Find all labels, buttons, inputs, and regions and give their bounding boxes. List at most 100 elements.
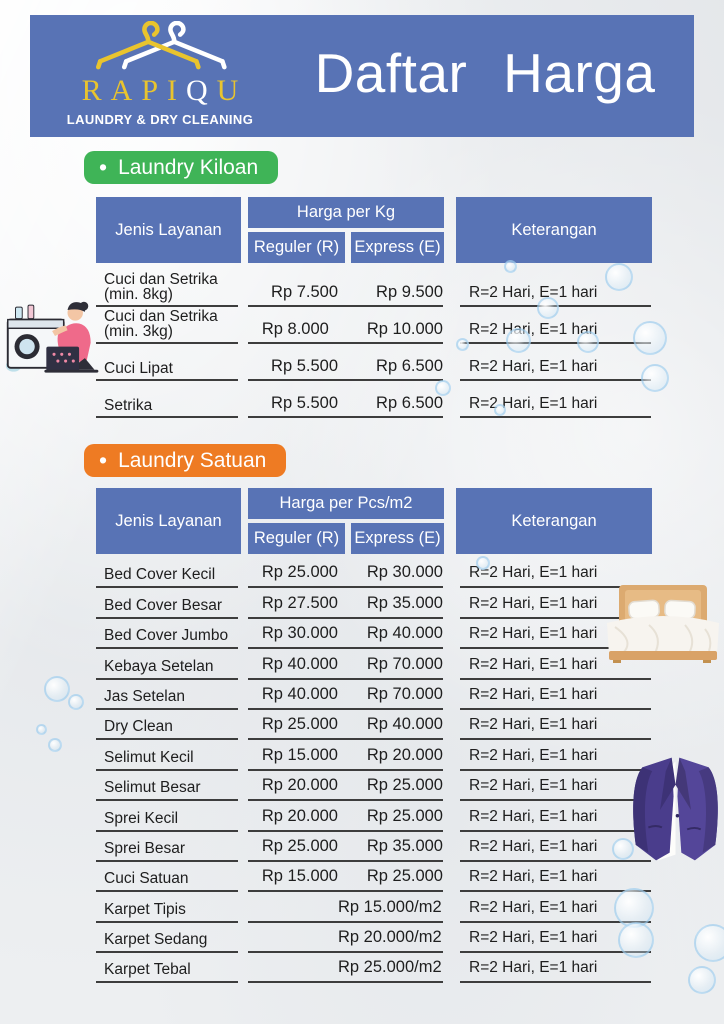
price-express: Rp 10.000: [366, 320, 443, 338]
row-notes: R=2 Hari, E=1 hari: [460, 270, 651, 307]
service-name: Kebaya Setelan: [104, 657, 214, 675]
satuan-table-header: Jenis Layanan Harga per Pcs/m2 Reguler (…: [96, 488, 652, 554]
price-express: Rp 35.000: [366, 836, 443, 855]
section-badge-label: Laundry Kiloan: [118, 155, 259, 179]
table-row: Sprei Kecil Rp 20.000 Rp 25.000 R=2 Hari,…: [96, 801, 652, 832]
brand-logo: RAPIQU LAUNDRY & DRY CLEANING: [40, 17, 280, 127]
service-name: Karpet Tebal: [104, 961, 191, 979]
column-header-regular: Reguler (R): [248, 523, 345, 554]
row-notes: R=2 Hari, E=1 hari: [460, 710, 651, 741]
price-regular: Rp 5.500: [271, 357, 338, 375]
service-sub: (min. 3kg): [104, 323, 173, 340]
price-express: Rp 40.000: [366, 624, 443, 643]
table-row: Cuci dan Setrika (min. 8kg) Rp 7.500 Rp 9.…: [96, 270, 652, 307]
service-name: Setrika: [104, 397, 153, 414]
price-express: Rp 25.000: [366, 806, 443, 825]
laundry-woman-illustration: [5, 301, 99, 373]
service-sub: (min. 8kg): [104, 286, 173, 303]
price-regular: Rp 25.000/m2: [338, 958, 442, 977]
service-name: Cuci dan Setrika: [104, 308, 218, 325]
price-express: Rp 6.500: [376, 357, 443, 375]
page-title: Daftar Harga: [314, 42, 656, 104]
table-row: Setrika Rp 5.500 Rp 6.500 R=2 Hari, E=1 h…: [96, 381, 652, 418]
service-name: Jas Setelan: [104, 687, 185, 705]
section-badge-label: Laundry Satuan: [118, 448, 267, 472]
price-regular: Rp 25.000: [261, 715, 338, 734]
table-row: Dry Clean Rp 25.000 Rp 40.000 R=2 Hari, E…: [96, 710, 652, 741]
service-name: Sprei Besar: [104, 839, 185, 857]
price-express: Rp 70.000: [366, 654, 443, 673]
brand-name-q: Q: [186, 74, 217, 107]
price-regular: Rp 30.000: [261, 624, 338, 643]
price-express: Rp 20.000: [366, 745, 443, 764]
service-name: Karpet Sedang: [104, 931, 208, 949]
column-header-price-group: Harga per Pcs/m2: [248, 488, 444, 519]
column-header-service: Jenis Layanan: [96, 488, 241, 554]
bubble-icon: [694, 924, 724, 962]
table-row: Selimut Kecil Rp 15.000 Rp 20.000 R=2 Har…: [96, 740, 652, 771]
bubble-icon: [688, 966, 716, 994]
table-row: Kebaya Setelan Rp 40.000 Rp 70.000 R=2 Ha…: [96, 649, 652, 680]
price-regular: Rp 15.000: [261, 867, 338, 886]
price-regular: Rp 27.500: [261, 593, 338, 612]
row-notes: R=2 Hari, E=1 hari: [460, 771, 651, 802]
price-regular: Rp 20.000/m2: [338, 928, 442, 947]
row-notes: R=2 Hari, E=1 hari: [460, 892, 651, 923]
price-regular: Rp 25.000: [261, 563, 338, 582]
bullet-icon: •: [99, 447, 108, 473]
column-header-service: Jenis Layanan: [96, 197, 241, 263]
table-row: Karpet Tebal Rp 25.000/m2 R=2 Hari, E=1 …: [96, 953, 652, 984]
bullet-icon: •: [99, 154, 108, 180]
row-notes: R=2 Hari, E=1 hari: [460, 558, 651, 589]
service-name: Bed Cover Besar: [104, 596, 223, 614]
row-notes: R=2 Hari, E=1 hari: [460, 832, 651, 862]
row-notes: R=2 Hari, E=1 hari: [460, 619, 651, 650]
table-row: Karpet Sedang Rp 20.000/m2 R=2 Hari, E=1…: [96, 923, 652, 954]
table-row: Bed Cover Kecil Rp 25.000 Rp 30.000 R=2 H…: [96, 558, 652, 589]
bubble-icon: [44, 676, 70, 702]
price-express: Rp 35.000: [366, 593, 443, 612]
header-banner: RAPIQU LAUNDRY & DRY CLEANING Daftar Har…: [30, 15, 694, 137]
row-notes: R=2 Hari, E=1 hari: [460, 344, 651, 381]
service-name: Sprei Kecil: [104, 809, 179, 827]
brand-tagline: LAUNDRY & DRY CLEANING: [66, 112, 254, 127]
column-header-notes: Keterangan: [456, 488, 652, 554]
row-notes: R=2 Hari, E=1 hari: [460, 649, 651, 680]
service-name: Selimut Besar: [104, 779, 201, 797]
service-name: Cuci dan Setrika: [104, 271, 218, 288]
price-express: Rp 70.000: [366, 684, 443, 703]
price-express: Rp 25.000: [366, 776, 443, 795]
row-notes: R=2 Hari, E=1 hari: [460, 680, 651, 710]
brand-name: RAPIQU: [40, 74, 280, 108]
price-regular: Rp 20.000: [261, 776, 338, 795]
price-express: Rp 40.000: [366, 715, 443, 734]
row-notes: R=2 Hari, E=1 hari: [460, 381, 651, 418]
row-notes: R=2 Hari, E=1 hari: [460, 923, 651, 954]
service-name: Dry Clean: [104, 718, 173, 736]
price-regular: Rp 40.000: [261, 654, 338, 673]
column-header-price-group: Harga per Kg: [248, 197, 444, 228]
column-header-regular: Reguler (R): [248, 232, 345, 263]
price-regular: Rp 15.000: [261, 745, 338, 764]
table-row: Sprei Besar Rp 25.000 Rp 35.000 R=2 Hari,…: [96, 832, 652, 862]
row-notes: R=2 Hari, E=1 hari: [460, 740, 651, 771]
brand-name-prefix: RAPI: [81, 74, 186, 107]
kiloan-table-rows: Cuci dan Setrika (min. 8kg) Rp 7.500 Rp 9.…: [96, 270, 652, 418]
service-name: Cuci Lipat: [104, 360, 173, 377]
table-row: Karpet Tipis Rp 15.000/m2 R=2 Hari, E=1 …: [96, 892, 652, 923]
row-notes: R=2 Hari, E=1 hari: [460, 307, 651, 344]
service-name: Cuci Satuan: [104, 870, 189, 888]
price-regular: Rp 40.000: [261, 684, 338, 703]
table-row: Cuci Lipat Rp 5.500 Rp 6.500 R=2 Hari, E=…: [96, 344, 652, 381]
hangers-icon: [95, 21, 227, 70]
service-name: Bed Cover Kecil: [104, 566, 216, 584]
table-row: Bed Cover Jumbo Rp 30.000 Rp 40.000 R=2 H…: [96, 619, 652, 650]
row-notes: R=2 Hari, E=1 hari: [460, 588, 651, 619]
row-notes: R=2 Hari, E=1 hari: [460, 801, 651, 832]
service-name: Bed Cover Jumbo: [104, 627, 229, 645]
brand-name-suffix: U: [216, 74, 248, 107]
price-express: Rp 25.000: [366, 867, 443, 886]
price-regular: Rp 8.000: [261, 320, 329, 338]
section-badge-satuan: • Laundry Satuan: [84, 444, 287, 477]
